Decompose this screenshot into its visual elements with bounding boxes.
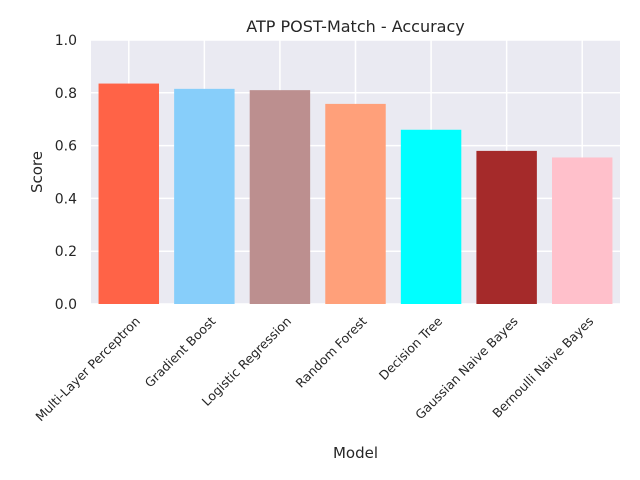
chart-title: ATP POST-Match - Accuracy [246,17,465,36]
bar [400,129,462,304]
x-tick-label: Gradient Boost [142,313,219,390]
x-tick-label: Decision Tree [376,313,446,383]
y-tick-labels: 0.0 0.2 0.4 0.6 0.8 1.0 [55,33,77,313]
y-tick-label: 0.2 [55,244,77,260]
bars [98,83,613,304]
y-tick-label: 1.0 [55,33,77,49]
y-tick-label: 0.6 [55,139,77,155]
bar [551,157,613,304]
x-tick-label: Multi-Layer Perceptron [32,314,143,425]
x-tick-label: Random Forest [292,313,369,390]
x-axis-label: Model [333,444,378,462]
y-tick-label: 0.8 [55,86,77,102]
bar [174,88,235,304]
y-axis-label: Score [28,151,46,193]
y-tick-label: 0.0 [55,297,77,313]
bar [476,150,537,304]
y-tick-label: 0.4 [55,191,77,207]
bar [98,83,160,304]
bar [249,90,311,304]
bar [325,103,386,304]
